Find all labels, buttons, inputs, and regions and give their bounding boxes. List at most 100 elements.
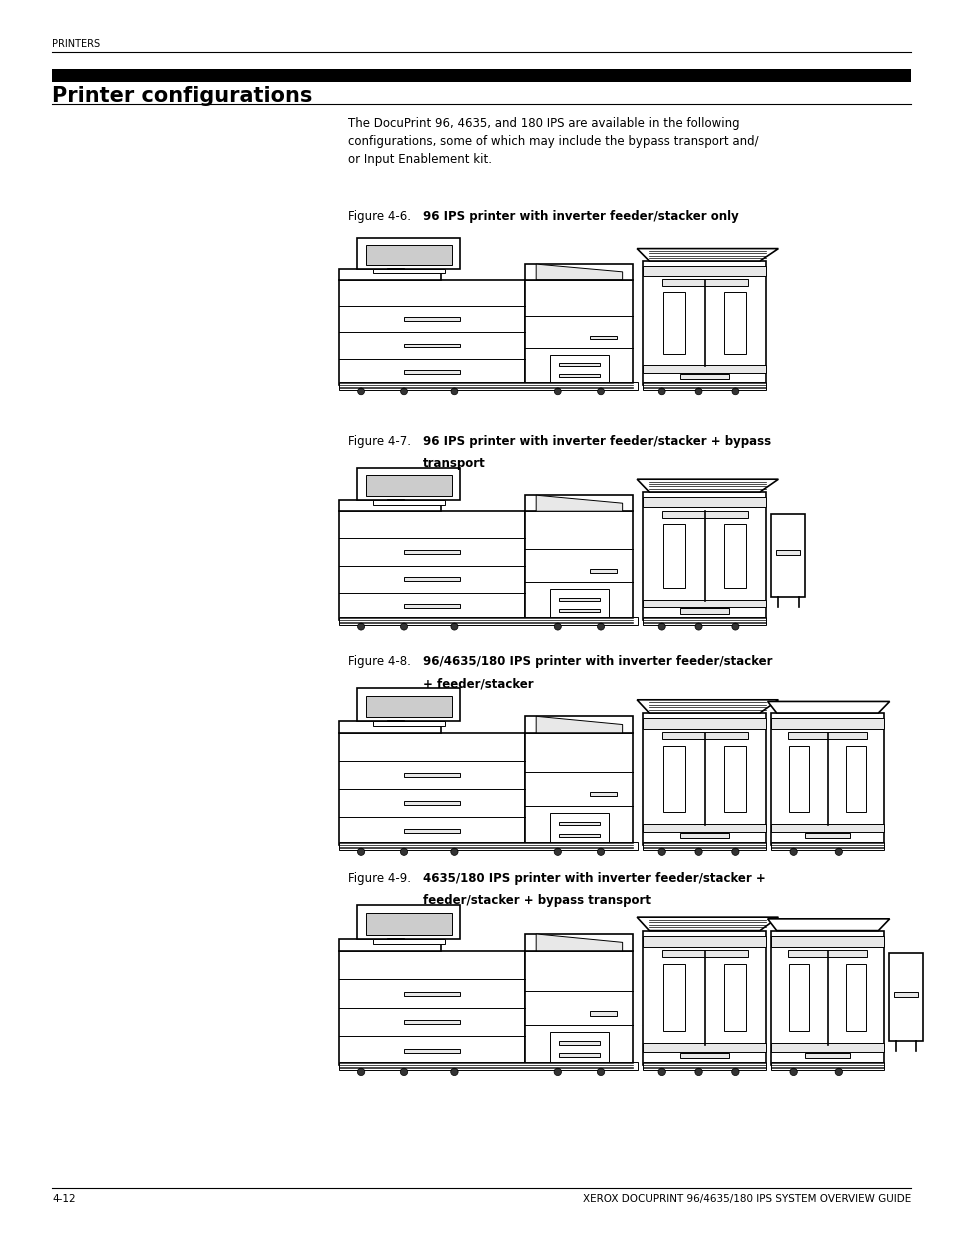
Circle shape [554,388,560,395]
Bar [357,238,459,269]
Circle shape [597,848,604,856]
Bar [893,992,917,997]
Circle shape [597,1068,604,1076]
Bar [642,599,765,608]
Bar [642,1044,765,1051]
Bar [661,950,747,957]
Text: configurations, some of which may include the bypass transport and/: configurations, some of which may includ… [348,135,758,148]
Circle shape [731,848,739,856]
Bar [403,802,459,805]
Bar [770,719,883,729]
Bar [804,1053,849,1058]
Bar [590,793,617,797]
Bar [723,291,745,354]
Polygon shape [536,495,622,511]
Bar [788,965,808,1031]
Bar [844,965,865,1031]
Bar [525,264,633,279]
Circle shape [554,1068,561,1076]
Bar [723,524,745,588]
Text: Figure 4-8.: Figure 4-8. [348,655,411,668]
Bar [590,1011,617,1015]
Bar [525,951,633,1065]
Text: The DocuPrint 96, 4635, and 180 IPS are available in the following: The DocuPrint 96, 4635, and 180 IPS are … [348,117,740,131]
Bar [642,492,765,620]
Bar [52,69,910,82]
Polygon shape [637,918,778,931]
Bar [357,468,459,500]
Bar [723,746,745,811]
Circle shape [731,1068,739,1076]
Bar [770,931,883,1065]
Circle shape [357,1068,364,1076]
Text: 4635/180 IPS printer with inverter feeder/stacker +: 4635/180 IPS printer with inverter feede… [422,872,764,885]
Bar [338,511,525,620]
Text: XEROX DOCUPRINT 96/4635/180 IPS SYSTEM OVERVIEW GUIDE: XEROX DOCUPRINT 96/4635/180 IPS SYSTEM O… [582,1194,910,1204]
Bar [357,905,459,939]
Circle shape [789,1068,797,1076]
Bar [661,510,747,517]
Circle shape [597,622,604,630]
Text: 4-12: 4-12 [52,1194,76,1204]
Circle shape [400,848,407,856]
Bar [661,732,747,740]
Circle shape [451,622,457,630]
Bar [642,713,765,845]
Bar [662,965,684,1031]
Circle shape [731,622,739,630]
Bar [558,834,599,837]
Bar [403,343,459,347]
Bar [661,279,747,285]
Bar [365,245,452,266]
Bar [525,279,633,385]
Bar [357,688,459,721]
Bar [804,834,849,839]
Bar [365,475,452,496]
Circle shape [731,388,738,395]
Text: feeder/stacker + bypass transport: feeder/stacker + bypass transport [422,894,650,908]
Polygon shape [536,934,622,951]
Bar [770,824,883,832]
Bar [642,616,765,625]
Text: Figure 4-7.: Figure 4-7. [348,435,411,448]
Bar [787,950,866,957]
Bar [549,354,609,383]
Polygon shape [637,248,778,261]
Bar [888,953,923,1041]
Bar [365,913,452,935]
Bar [642,842,765,850]
Bar [403,829,459,832]
Polygon shape [536,716,622,732]
Bar [642,261,765,385]
Bar [403,992,459,995]
Bar [338,939,441,951]
Bar [525,495,633,511]
Circle shape [658,848,664,856]
Polygon shape [637,479,778,492]
Bar [549,589,609,618]
Bar [403,370,459,374]
Bar [788,746,808,811]
Bar [549,1032,609,1062]
Bar [558,374,599,378]
Bar [642,719,765,729]
Bar [558,1053,599,1057]
Circle shape [789,848,797,856]
Text: 96 IPS printer with inverter feeder/stacker only: 96 IPS printer with inverter feeder/stac… [422,210,738,224]
Bar [642,931,765,1065]
Circle shape [658,622,664,630]
Circle shape [694,848,701,856]
Circle shape [400,622,407,630]
Bar [558,609,599,613]
Circle shape [357,622,364,630]
Polygon shape [767,919,889,931]
Bar [770,936,883,947]
Circle shape [658,1068,664,1076]
Bar [365,695,452,718]
Bar [373,721,444,726]
Bar [642,824,765,832]
Circle shape [451,848,457,856]
Text: Printer configurations: Printer configurations [52,86,313,106]
Circle shape [695,622,701,630]
Bar [525,716,633,732]
